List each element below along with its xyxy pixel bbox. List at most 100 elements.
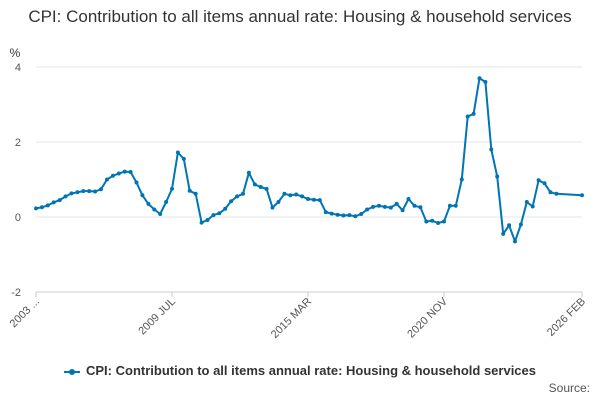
data-point[interactable] <box>306 197 310 201</box>
data-point[interactable] <box>63 194 68 199</box>
data-point[interactable] <box>205 218 210 222</box>
data-point[interactable] <box>353 214 358 219</box>
data-point[interactable] <box>211 213 216 218</box>
data-point[interactable] <box>122 169 127 174</box>
data-point[interactable] <box>400 208 405 213</box>
legend-label: CPI: Contribution to all items annual ra… <box>86 363 536 378</box>
data-point[interactable] <box>235 194 240 199</box>
x-tick-label: 2015 MAR <box>269 296 314 341</box>
data-point[interactable] <box>513 239 517 244</box>
data-point[interactable] <box>388 205 393 210</box>
data-point[interactable] <box>536 178 541 183</box>
x-tick-label: 2020 NOV <box>405 295 450 340</box>
data-point[interactable] <box>406 197 411 201</box>
data-point[interactable] <box>81 189 86 194</box>
legend-swatch <box>64 368 80 375</box>
data-point[interactable] <box>447 203 452 208</box>
data-point[interactable] <box>477 76 482 81</box>
data-point[interactable] <box>87 189 92 194</box>
data-point[interactable] <box>276 200 281 204</box>
data-point[interactable] <box>329 211 334 216</box>
data-point[interactable] <box>116 171 121 176</box>
data-point[interactable] <box>270 205 275 210</box>
data-point[interactable] <box>524 200 529 204</box>
data-point[interactable] <box>442 219 446 224</box>
data-point[interactable] <box>282 191 287 196</box>
data-point[interactable] <box>264 186 269 191</box>
data-point[interactable] <box>288 193 293 198</box>
data-point[interactable] <box>140 193 145 198</box>
data-point[interactable] <box>223 206 228 211</box>
data-point[interactable] <box>365 207 370 212</box>
data-point[interactable] <box>382 204 387 209</box>
data-point[interactable] <box>193 191 198 196</box>
data-point[interactable] <box>229 199 234 204</box>
data-point[interactable] <box>158 212 163 216</box>
data-point[interactable] <box>69 191 74 196</box>
data-point[interactable] <box>34 206 38 211</box>
data-point[interactable] <box>418 205 423 210</box>
data-point[interactable] <box>359 212 364 216</box>
data-point[interactable] <box>394 201 399 206</box>
legend[interactable]: CPI: Contribution to all items annual ra… <box>0 363 600 378</box>
data-point[interactable] <box>424 219 429 224</box>
data-point[interactable] <box>542 181 547 186</box>
data-point[interactable] <box>436 221 441 225</box>
data-point[interactable] <box>483 80 488 84</box>
data-point[interactable] <box>507 223 512 228</box>
data-point[interactable] <box>164 200 169 204</box>
data-point[interactable] <box>430 218 435 223</box>
data-point[interactable] <box>39 205 44 210</box>
data-point[interactable] <box>128 170 133 174</box>
data-point[interactable] <box>465 114 470 119</box>
data-point[interactable] <box>311 197 316 202</box>
data-point[interactable] <box>412 203 417 208</box>
data-point[interactable] <box>501 231 506 236</box>
data-point[interactable] <box>134 180 139 185</box>
data-point[interactable] <box>170 186 174 191</box>
data-point[interactable] <box>241 191 245 196</box>
data-point[interactable] <box>175 150 180 155</box>
data-point[interactable] <box>580 193 584 198</box>
data-point[interactable] <box>99 187 103 192</box>
data-point[interactable] <box>341 213 346 218</box>
data-point[interactable] <box>300 194 305 199</box>
data-point[interactable] <box>146 201 151 206</box>
data-point[interactable] <box>217 211 222 216</box>
data-point[interactable] <box>371 204 376 209</box>
data-point[interactable] <box>518 222 523 227</box>
data-point[interactable] <box>51 200 56 205</box>
data-point[interactable] <box>45 203 50 208</box>
data-point[interactable] <box>335 212 340 217</box>
data-point[interactable] <box>347 213 352 218</box>
data-point[interactable] <box>181 156 186 161</box>
data-point[interactable] <box>495 174 500 179</box>
y-tick-label: -2 <box>11 287 21 299</box>
data-point[interactable] <box>554 191 559 196</box>
data-point[interactable] <box>530 204 535 209</box>
data-point[interactable] <box>548 190 553 195</box>
data-point[interactable] <box>246 170 251 175</box>
data-point[interactable] <box>252 182 257 187</box>
data-point[interactable] <box>453 203 458 208</box>
data-point[interactable] <box>323 210 328 215</box>
data-point[interactable] <box>93 189 98 194</box>
data-point[interactable] <box>377 203 381 208</box>
data-point[interactable] <box>459 177 464 182</box>
data-point[interactable] <box>75 190 80 195</box>
data-point[interactable] <box>187 188 192 193</box>
data-point[interactable] <box>57 198 62 203</box>
data-point[interactable] <box>317 198 322 203</box>
data-point[interactable] <box>199 220 204 225</box>
data-point[interactable] <box>110 173 115 178</box>
data-point[interactable] <box>471 111 476 116</box>
data-point[interactable] <box>258 185 263 189</box>
x-tick-label: 2009 JUL <box>136 296 178 338</box>
data-point[interactable] <box>294 192 299 197</box>
data-point[interactable] <box>152 207 157 212</box>
data-point[interactable] <box>105 177 109 182</box>
y-tick-label: 2 <box>15 137 21 149</box>
y-tick-label: 0 <box>15 212 21 224</box>
data-point[interactable] <box>489 147 494 152</box>
y-tick-label: 4 <box>15 62 21 74</box>
